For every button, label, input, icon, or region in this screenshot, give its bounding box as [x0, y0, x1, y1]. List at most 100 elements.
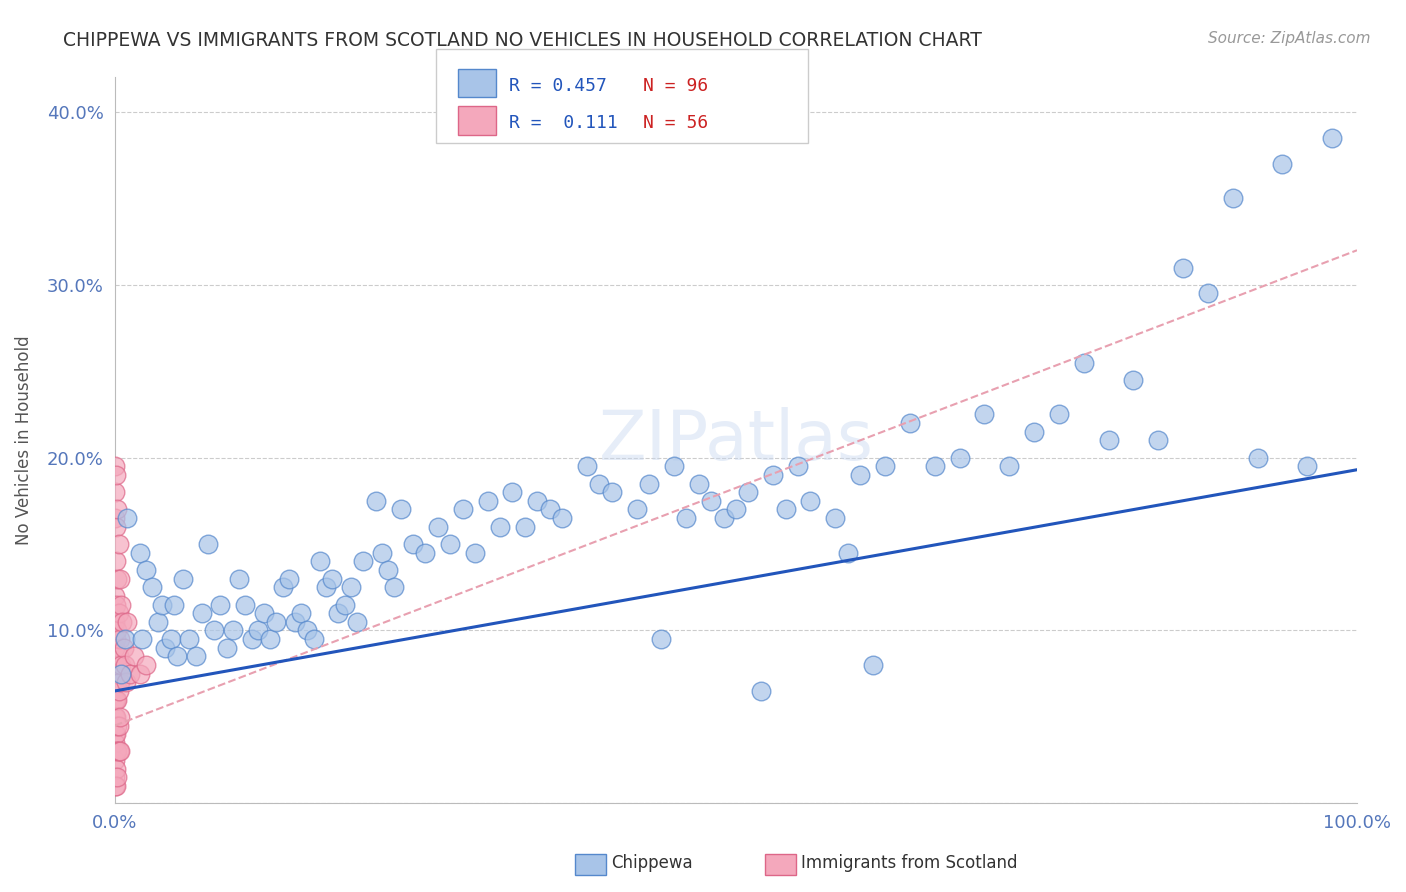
Point — [105, 718, 128, 732]
Point — [333, 598, 356, 612]
Point — [724, 502, 747, 516]
Point — [998, 459, 1021, 474]
Point — [464, 546, 486, 560]
Point — [172, 572, 194, 586]
Point — [1271, 157, 1294, 171]
Point — [209, 598, 232, 612]
Point — [128, 666, 150, 681]
Point — [873, 459, 896, 474]
Point — [105, 632, 128, 646]
Point — [105, 520, 128, 534]
Point — [179, 632, 201, 646]
Point — [290, 606, 312, 620]
Point — [837, 546, 859, 560]
Point — [105, 692, 128, 706]
Point — [321, 572, 343, 586]
Point — [111, 615, 134, 629]
Point — [948, 450, 970, 465]
Point — [328, 606, 350, 620]
Point — [1097, 434, 1119, 448]
Point — [108, 675, 131, 690]
Point — [107, 537, 129, 551]
Point — [688, 476, 710, 491]
Point — [104, 753, 127, 767]
Point — [382, 580, 405, 594]
Point — [117, 615, 139, 629]
Text: N = 56: N = 56 — [643, 114, 707, 132]
Point — [1047, 408, 1070, 422]
Point — [675, 511, 697, 525]
Point — [105, 744, 128, 758]
Point — [163, 598, 186, 612]
Point — [364, 493, 387, 508]
Point — [600, 485, 623, 500]
Point — [340, 580, 363, 594]
Point — [128, 546, 150, 560]
Point — [266, 615, 288, 629]
Point — [1296, 459, 1319, 474]
Point — [389, 502, 412, 516]
Point — [105, 624, 128, 638]
Point — [477, 493, 499, 508]
Point — [849, 467, 872, 482]
Point — [315, 580, 337, 594]
Point — [114, 632, 136, 646]
Point — [297, 624, 319, 638]
Point — [259, 632, 281, 646]
Point — [197, 537, 219, 551]
Point — [1246, 450, 1268, 465]
Point — [346, 615, 368, 629]
Point — [749, 684, 772, 698]
Point — [107, 684, 129, 698]
Point — [141, 580, 163, 594]
Point — [108, 744, 131, 758]
Point — [105, 502, 128, 516]
Point — [787, 459, 810, 474]
Point — [105, 467, 128, 482]
Point — [1197, 286, 1219, 301]
Text: N = 96: N = 96 — [643, 77, 707, 95]
Point — [513, 520, 536, 534]
Point — [439, 537, 461, 551]
Point — [104, 485, 127, 500]
Point — [110, 658, 132, 673]
Point — [253, 606, 276, 620]
Point — [108, 572, 131, 586]
Point — [638, 476, 661, 491]
Point — [105, 727, 128, 741]
Point — [108, 632, 131, 646]
Point — [104, 615, 127, 629]
Point — [104, 779, 127, 793]
Point — [105, 666, 128, 681]
Point — [1320, 131, 1343, 145]
Point — [924, 459, 946, 474]
Point — [501, 485, 523, 500]
Point — [131, 632, 153, 646]
Point — [105, 779, 128, 793]
Point — [402, 537, 425, 551]
Point — [115, 675, 138, 690]
Point — [538, 502, 561, 516]
Point — [575, 459, 598, 474]
Point — [104, 666, 127, 681]
Point — [184, 649, 207, 664]
Point — [105, 710, 128, 724]
Point — [107, 718, 129, 732]
Point — [104, 770, 127, 784]
Point — [284, 615, 307, 629]
Point — [973, 408, 995, 422]
Point — [650, 632, 672, 646]
Point — [762, 467, 785, 482]
Point — [135, 658, 157, 673]
Point — [700, 493, 723, 508]
Point — [1022, 425, 1045, 439]
Point — [775, 502, 797, 516]
Point — [662, 459, 685, 474]
Point — [114, 658, 136, 673]
Point — [105, 572, 128, 586]
Point — [228, 572, 250, 586]
Point — [135, 563, 157, 577]
Y-axis label: No Vehicles in Household: No Vehicles in Household — [15, 335, 32, 545]
Text: CHIPPEWA VS IMMIGRANTS FROM SCOTLAND NO VEHICLES IN HOUSEHOLD CORRELATION CHART: CHIPPEWA VS IMMIGRANTS FROM SCOTLAND NO … — [63, 31, 983, 50]
Point — [1073, 355, 1095, 369]
